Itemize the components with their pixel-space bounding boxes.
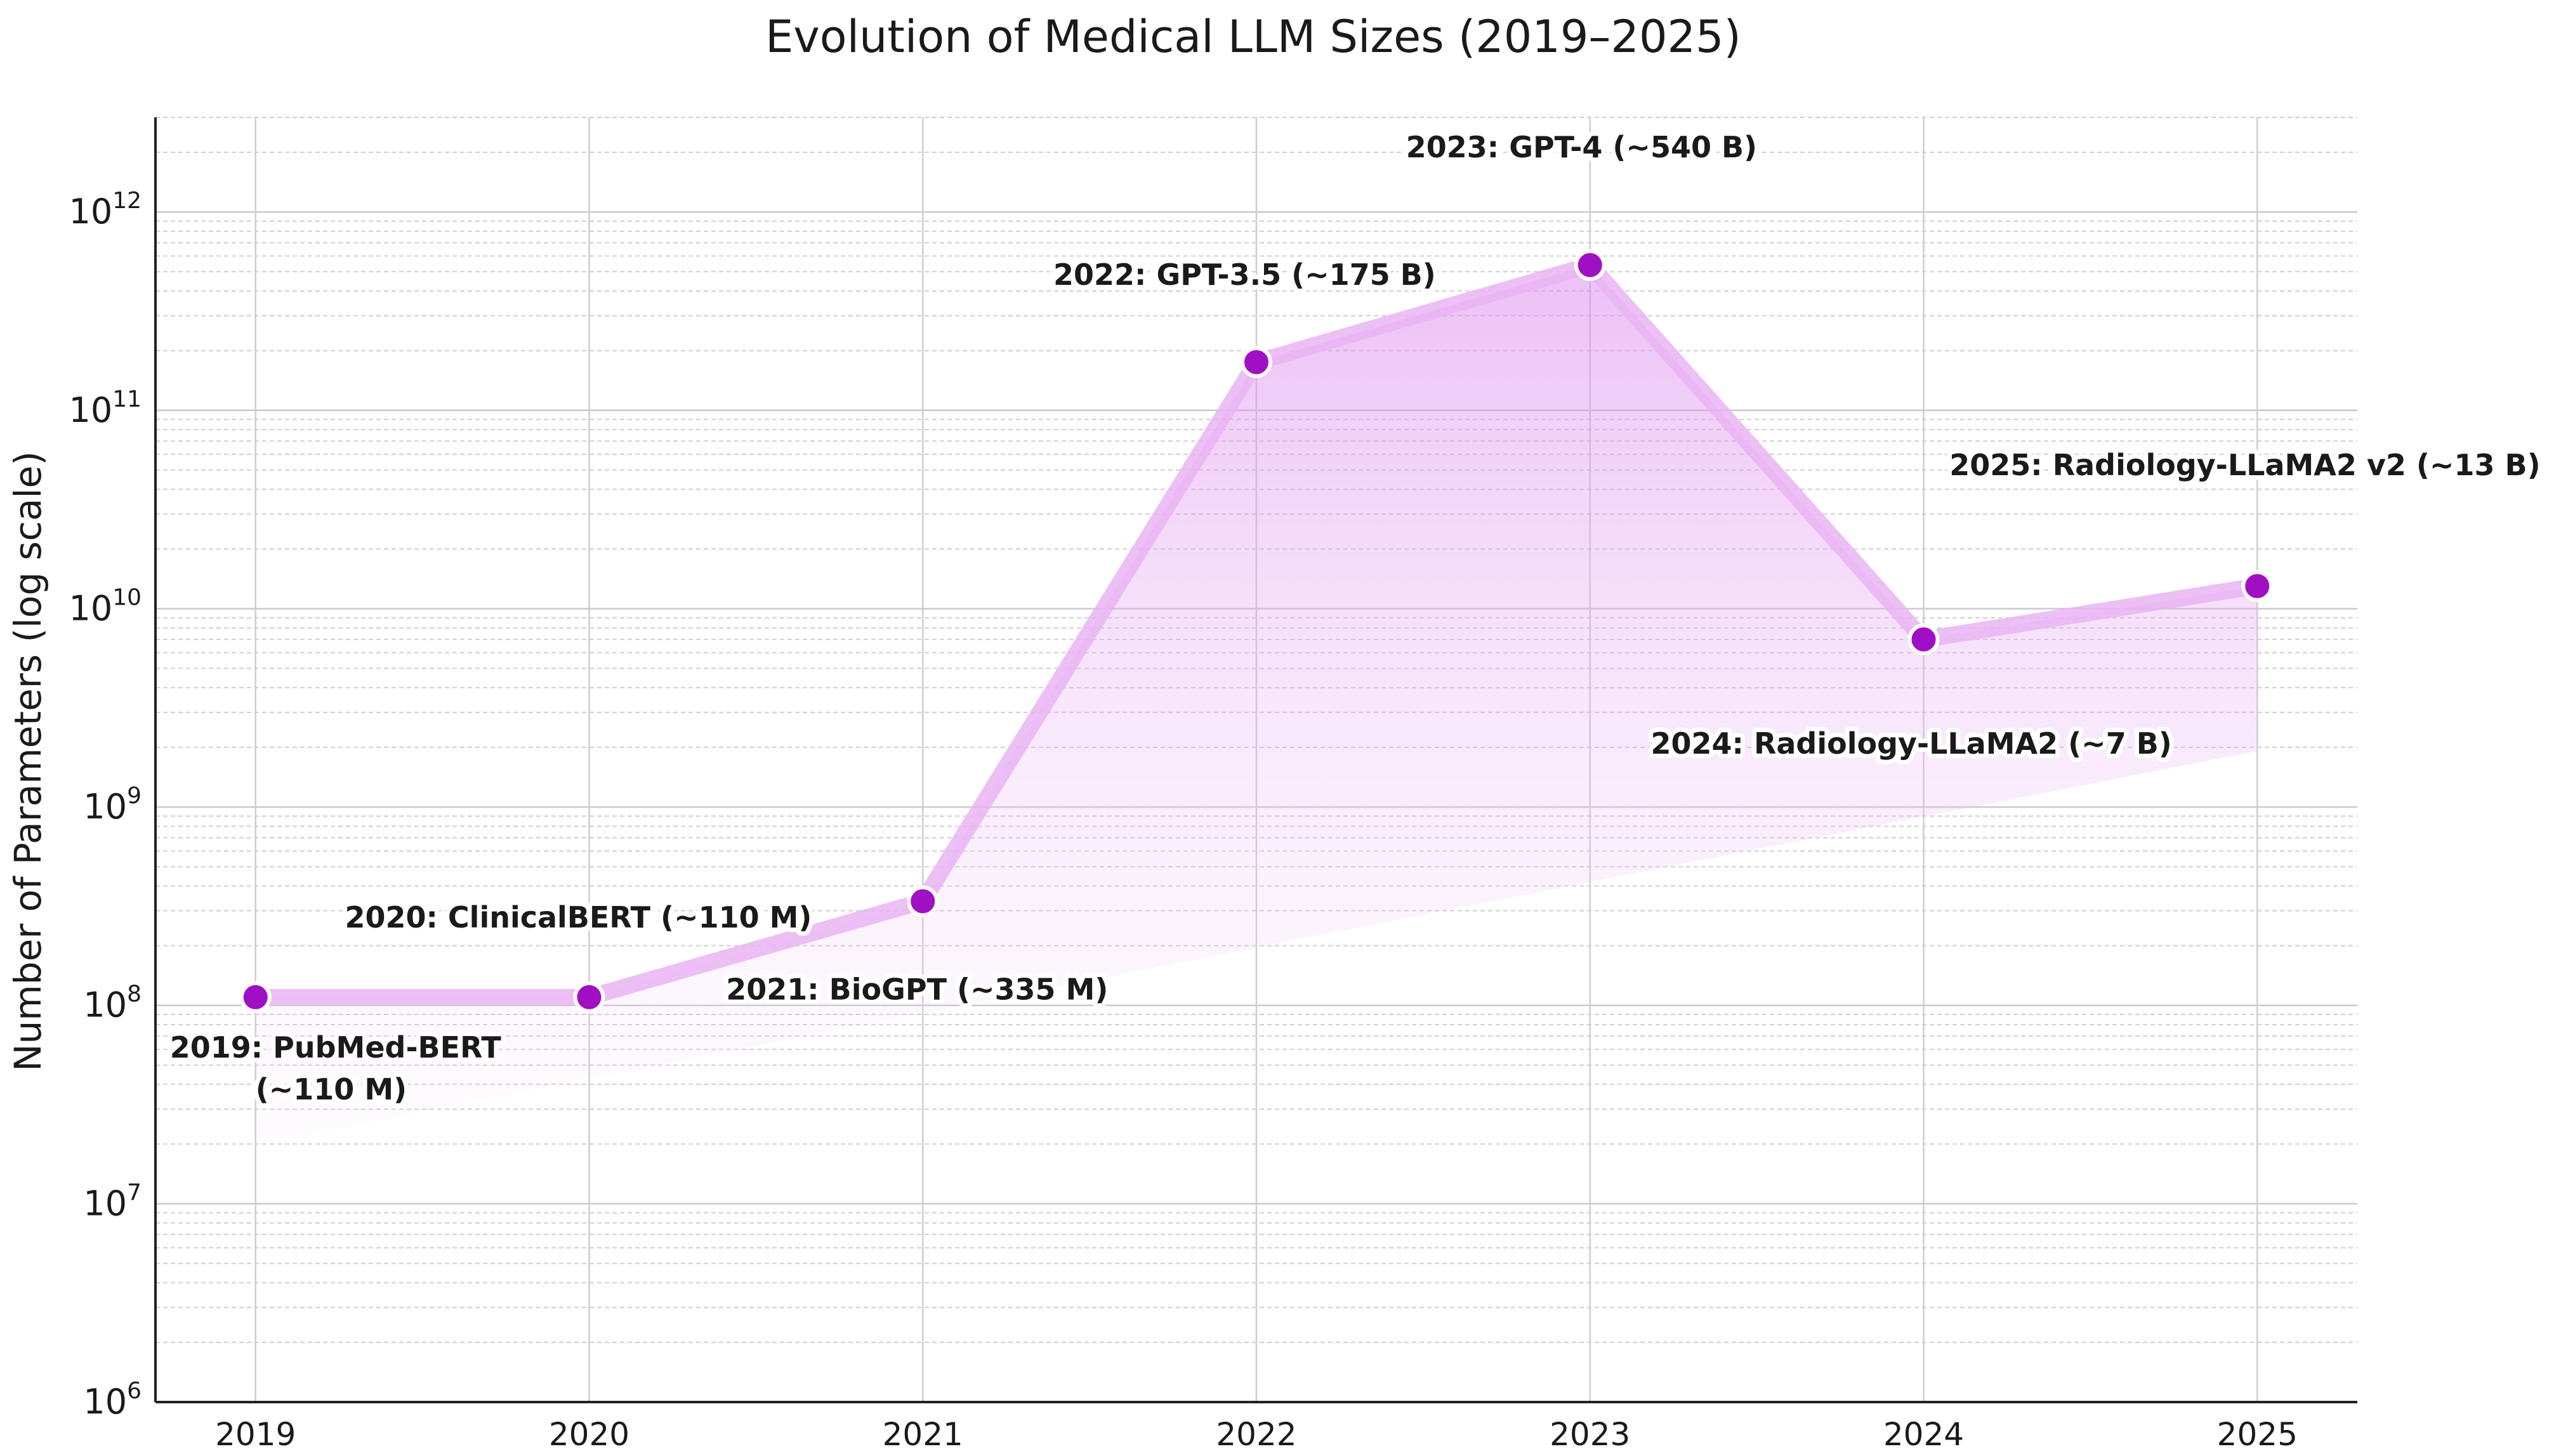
area-fill: [255, 265, 2258, 1144]
area-under-series: [255, 265, 2258, 1144]
annotation-label: 2019: PubMed-BERT: [170, 1030, 502, 1065]
y-tick-label: 1011: [69, 386, 142, 430]
y-tick-label: 107: [83, 1179, 142, 1223]
annotation-label: 2020: ClinicalBERT (~110 M): [345, 900, 812, 935]
annotation-label: 2021: BioGPT (~335 M): [726, 973, 1108, 1007]
annotation-label: (~110 M): [256, 1072, 407, 1106]
y-tick-label: 1012: [69, 188, 142, 232]
annotation-label: 2022: GPT-3.5 (~175 B): [1053, 258, 1436, 292]
data-point: [907, 885, 939, 917]
x-tick-label: 2019: [215, 1416, 296, 1453]
data-point: [1907, 623, 1940, 655]
y-tick-label: 106: [83, 1378, 142, 1422]
axes: [154, 117, 2357, 1403]
tick-labels: 2019 2020 2021 2022 2023 2024 2025 106 107 108 109…: [69, 188, 2297, 1453]
x-tick-label: 2025: [2217, 1416, 2298, 1453]
data-point: [1241, 346, 1272, 378]
data-point: [239, 981, 272, 1013]
x-tick-label: 2021: [883, 1416, 963, 1453]
data-point: [1574, 249, 1606, 281]
data-point: [573, 981, 605, 1013]
y-axis-label: Number of Parameters (log scale): [6, 451, 49, 1072]
x-tick-label: 2020: [549, 1416, 629, 1453]
data-point: [2241, 570, 2274, 602]
annotation-label: 2024: Radiology-LLaMA2 (~7 B): [1651, 726, 2172, 761]
annotation-label: 2025: Radiology-LLaMA2 v2 (~13 B): [1949, 448, 2540, 482]
annotations: 2019: PubMed-BERT (~110 M) 2020: ClinicalB…: [166, 126, 2545, 1111]
y-tick-label: 108: [83, 981, 142, 1025]
data-points: [239, 249, 2274, 1013]
y-tick-label: 109: [83, 783, 142, 827]
chart-title: Evolution of Medical LLM Sizes (2019–202…: [765, 11, 1741, 63]
x-tick-label: 2023: [1550, 1416, 1630, 1453]
x-tick-label: 2024: [1883, 1416, 1964, 1453]
annotation-label: 2023: GPT-4 (~540 B): [1406, 130, 1757, 164]
y-tick-label: 1010: [69, 584, 142, 628]
x-tick-label: 2022: [1216, 1416, 1296, 1453]
